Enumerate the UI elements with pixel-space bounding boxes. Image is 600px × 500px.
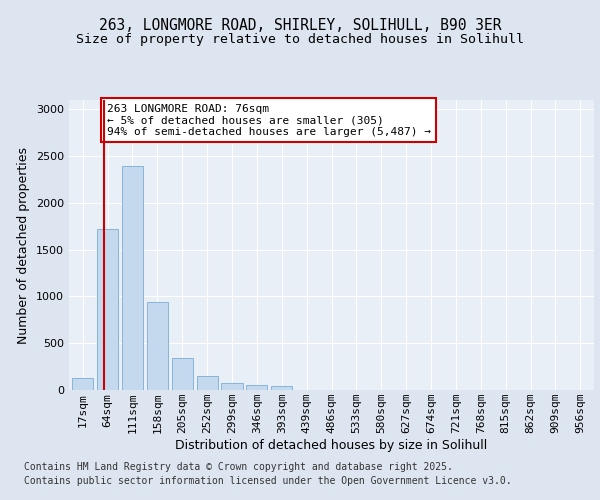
Text: Contains public sector information licensed under the Open Government Licence v3: Contains public sector information licen…	[24, 476, 512, 486]
Bar	[221, 382, 242, 390]
Text: 263, LONGMORE ROAD, SHIRLEY, SOLIHULL, B90 3ER: 263, LONGMORE ROAD, SHIRLEY, SOLIHULL, B…	[99, 18, 501, 32]
Bar	[122, 166, 143, 390]
Text: Size of property relative to detached houses in Solihull: Size of property relative to detached ho…	[76, 32, 524, 46]
Bar	[97, 229, 118, 390]
Bar	[147, 302, 168, 390]
Text: Contains HM Land Registry data © Crown copyright and database right 2025.: Contains HM Land Registry data © Crown c…	[24, 462, 453, 472]
Bar	[197, 376, 218, 390]
X-axis label: Distribution of detached houses by size in Solihull: Distribution of detached houses by size …	[175, 439, 488, 452]
Bar	[172, 358, 193, 390]
Bar	[246, 386, 268, 390]
Bar	[271, 386, 292, 390]
Bar	[72, 378, 93, 390]
Text: 263 LONGMORE ROAD: 76sqm
← 5% of detached houses are smaller (305)
94% of semi-d: 263 LONGMORE ROAD: 76sqm ← 5% of detache…	[107, 104, 431, 137]
Y-axis label: Number of detached properties: Number of detached properties	[17, 146, 31, 344]
